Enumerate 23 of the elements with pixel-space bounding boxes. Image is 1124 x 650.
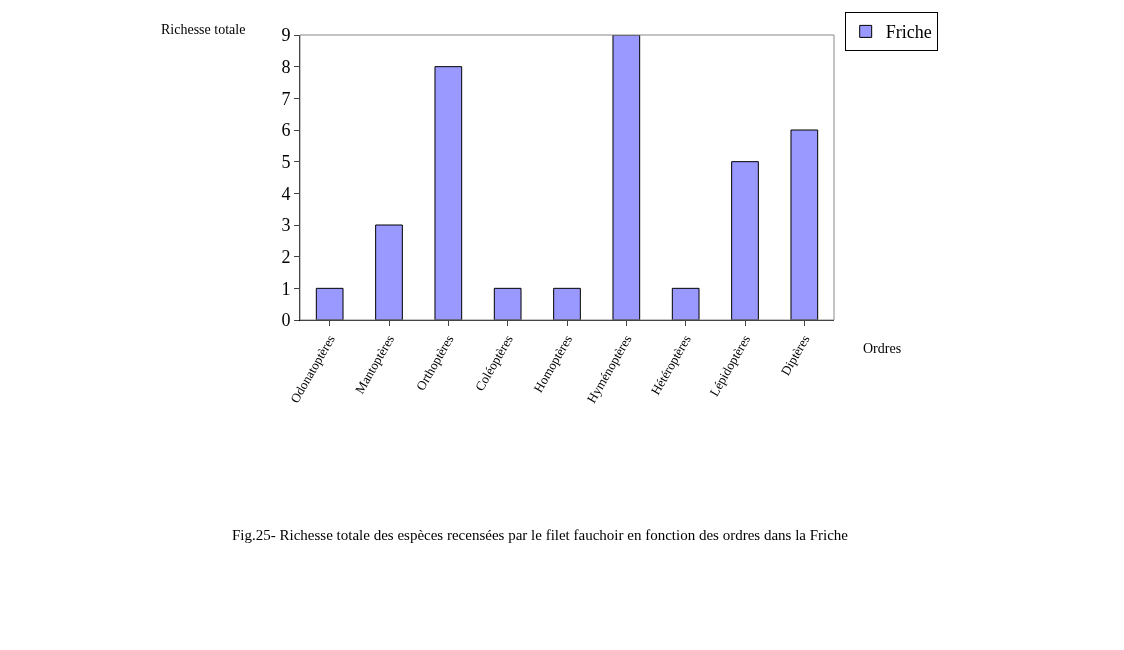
bar [731, 161, 759, 320]
y-tick-label: 1 [281, 278, 291, 299]
y-tick-label: 5 [281, 151, 291, 172]
y-axis-title: Richesse totale [161, 22, 246, 37]
bar [553, 287, 581, 320]
legend-label: Friche [885, 22, 932, 43]
y-tick-label: 3 [281, 215, 291, 236]
bar [612, 35, 641, 320]
y-tick-label: 2 [281, 246, 291, 267]
y-tick-label: 0 [281, 310, 291, 331]
y-tick-label: 7 [281, 88, 291, 109]
bar [790, 129, 819, 320]
bar [493, 287, 522, 320]
x-axis-title: Ordres [863, 341, 902, 356]
y-tick-label: 8 [281, 56, 291, 77]
y-tick-label: 4 [281, 183, 291, 204]
bar [375, 224, 403, 320]
y-tick-label: 6 [281, 120, 291, 141]
bar [434, 66, 463, 320]
y-tick-label: 9 [281, 25, 291, 46]
bar [671, 287, 700, 320]
bar [315, 287, 344, 320]
caption: Fig.25- Richesse totale des espèces recensées par le filet fauchoir en fonction des ordres dans la Friche [232, 527, 849, 543]
